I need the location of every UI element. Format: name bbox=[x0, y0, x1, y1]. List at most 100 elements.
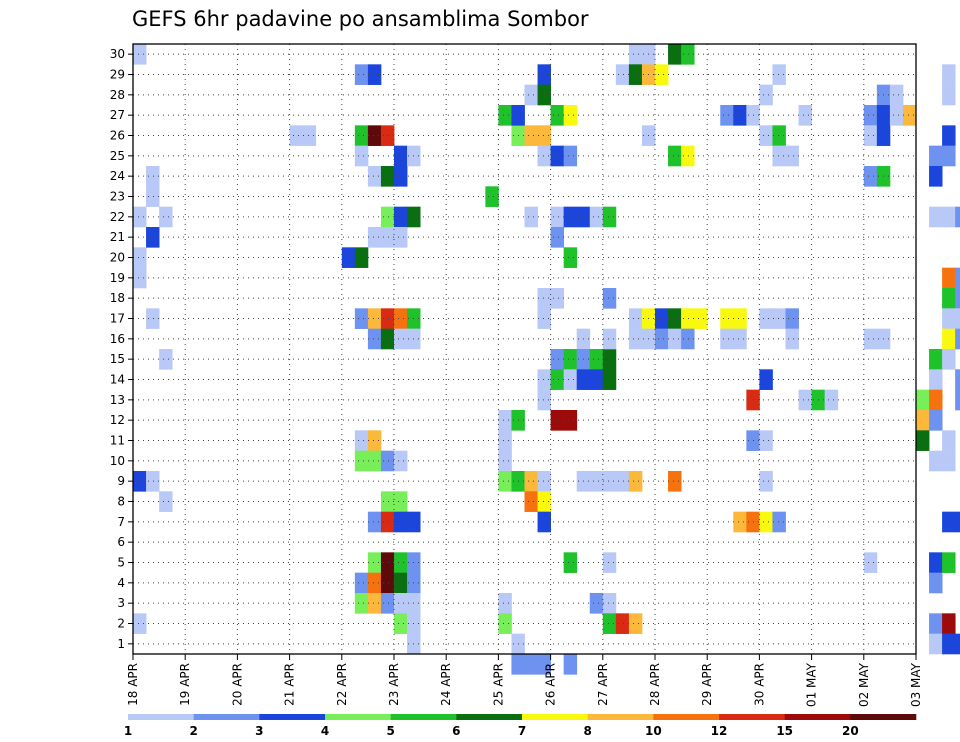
colorbar-swatch bbox=[587, 714, 654, 720]
colorbar-label: 2 bbox=[189, 724, 197, 738]
heatmap-cell bbox=[367, 450, 382, 472]
heatmap-cell bbox=[628, 471, 643, 492]
x-tick-label: 21 APR bbox=[283, 663, 297, 706]
heatmap-cell bbox=[537, 511, 551, 533]
heatmap-cell bbox=[537, 369, 551, 390]
heatmap-cell bbox=[628, 613, 643, 634]
heatmap-cell bbox=[602, 552, 617, 573]
heatmap-cell bbox=[302, 125, 317, 146]
heatmap-cell bbox=[550, 349, 565, 370]
heatmap-cell bbox=[589, 349, 604, 370]
heatmap-cell bbox=[955, 206, 960, 228]
colorbar-label: 12 bbox=[711, 724, 728, 738]
y-tick-label: 12 bbox=[110, 413, 125, 427]
heatmap-cell bbox=[720, 328, 734, 350]
heatmap-cell bbox=[380, 166, 395, 187]
heatmap-cell bbox=[537, 389, 551, 411]
heatmap-cell bbox=[563, 410, 578, 431]
heatmap-cell bbox=[694, 308, 708, 329]
x-tick-label: 25 APR bbox=[491, 663, 505, 706]
y-tick-label: 27 bbox=[110, 108, 125, 122]
heatmap-cell bbox=[602, 328, 617, 350]
heatmap-cell bbox=[589, 369, 604, 390]
x-tick-label: 19 APR bbox=[178, 663, 192, 706]
heatmap-cell bbox=[628, 44, 643, 65]
heatmap-cell bbox=[550, 206, 565, 228]
heatmap-cell bbox=[354, 430, 369, 451]
heatmap-cell bbox=[394, 552, 408, 573]
y-tick-label: 3 bbox=[117, 596, 125, 610]
heatmap-cell bbox=[733, 511, 747, 533]
heatmap-cell bbox=[942, 552, 956, 573]
heatmap-cell bbox=[524, 125, 538, 146]
heatmap-cell bbox=[133, 44, 147, 65]
heatmap-cell bbox=[589, 593, 604, 614]
heatmap-cell bbox=[367, 572, 382, 594]
colorbar-label: 7 bbox=[518, 724, 526, 738]
heatmap-cell bbox=[942, 288, 956, 309]
heatmap-cell bbox=[380, 491, 395, 512]
heatmap-cell bbox=[681, 328, 695, 350]
colorbar-label: 8 bbox=[583, 724, 591, 738]
heatmap-cell bbox=[550, 227, 565, 248]
y-tick-label: 11 bbox=[110, 434, 125, 448]
heatmap-cell bbox=[380, 552, 395, 573]
colorbar-swatch bbox=[522, 714, 588, 720]
heatmap-cell bbox=[929, 552, 943, 573]
heatmap-cell bbox=[668, 145, 682, 167]
heatmap-cell bbox=[563, 247, 578, 268]
heatmap-cell bbox=[955, 328, 960, 350]
heatmap-cell bbox=[863, 328, 878, 350]
heatmap-cell bbox=[668, 471, 682, 492]
heatmap-cell bbox=[681, 308, 695, 329]
y-tick-label: 30 bbox=[110, 47, 125, 61]
chart-title: GEFS 6hr padavine po ansamblima Sombor bbox=[132, 7, 589, 31]
heatmap-cell bbox=[798, 105, 812, 126]
heatmap-cell bbox=[929, 389, 943, 411]
colorbar-label: 5 bbox=[386, 724, 394, 738]
heatmap-cell bbox=[498, 450, 512, 472]
heatmap-cell bbox=[394, 206, 408, 228]
heatmap-cell bbox=[563, 369, 578, 390]
heatmap-cell bbox=[524, 491, 538, 512]
heatmap-cell bbox=[537, 654, 551, 675]
heatmap-cell bbox=[955, 369, 960, 390]
colorbar-label: 10 bbox=[645, 724, 662, 738]
heatmap-cell bbox=[498, 471, 512, 492]
heatmap-cell bbox=[524, 84, 538, 106]
heatmap-cell bbox=[537, 145, 551, 167]
heatmap-cell bbox=[550, 145, 565, 167]
heatmap-cell bbox=[354, 308, 369, 329]
heatmap-cell bbox=[589, 471, 604, 492]
heatmap-cell bbox=[785, 308, 799, 329]
heatmap-cell bbox=[159, 349, 173, 370]
heatmap-cell bbox=[159, 206, 173, 228]
y-tick-label: 2 bbox=[117, 617, 125, 631]
heatmap-cell bbox=[929, 349, 943, 370]
heatmap-cell bbox=[498, 105, 512, 126]
heatmap-cell bbox=[498, 593, 512, 614]
colorbar-label: 20 bbox=[842, 724, 859, 738]
heatmap-cell bbox=[772, 511, 786, 533]
heatmap-cell bbox=[942, 511, 956, 533]
heatmap-cell bbox=[563, 206, 578, 228]
y-tick-label: 20 bbox=[110, 251, 125, 265]
heatmap-cell bbox=[955, 308, 960, 329]
colorbar-label: 1 bbox=[124, 724, 132, 738]
heatmap-cell bbox=[889, 105, 904, 126]
heatmap-cell bbox=[394, 227, 408, 248]
heatmap-cell bbox=[380, 450, 395, 472]
x-tick-label: 23 APR bbox=[387, 663, 401, 706]
heatmap-cell bbox=[367, 308, 382, 329]
y-tick-label: 29 bbox=[110, 68, 125, 82]
heatmap-cell bbox=[929, 613, 943, 634]
heatmap-cell bbox=[772, 125, 786, 146]
heatmap-cell bbox=[133, 206, 147, 228]
heatmap-cell bbox=[380, 227, 395, 248]
heatmap-cell bbox=[942, 349, 956, 370]
heatmap-cell bbox=[798, 389, 812, 411]
heatmap-cell bbox=[615, 471, 630, 492]
heatmap-cell bbox=[772, 308, 786, 329]
y-tick-label: 24 bbox=[110, 169, 125, 183]
y-tick-label: 28 bbox=[110, 88, 125, 102]
